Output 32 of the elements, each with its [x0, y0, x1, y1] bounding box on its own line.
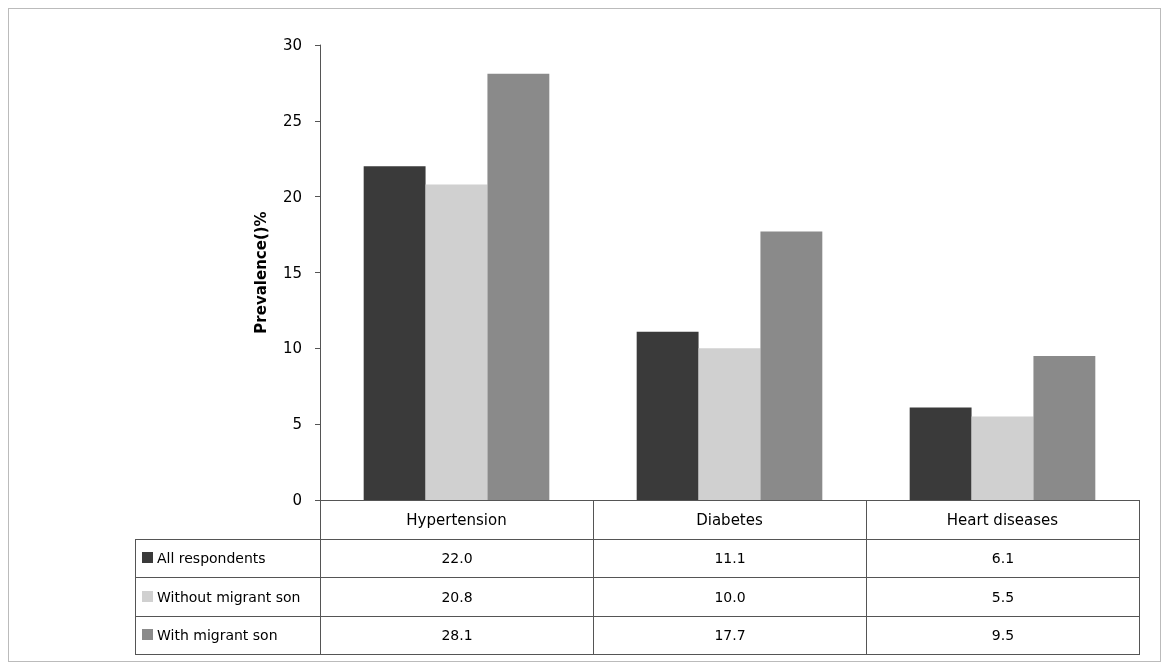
bar [363, 166, 426, 500]
data-label: 20.8 [441, 588, 473, 605]
legend-label: With migrant son [157, 627, 278, 644]
bar [1033, 355, 1096, 500]
bar [909, 407, 972, 500]
data-label: 10.0 [714, 588, 746, 605]
data-label: 6.1 [991, 550, 1015, 567]
data-label: 5.5 [991, 588, 1015, 605]
x-tick-label: Diabetes [696, 510, 763, 529]
bar [487, 73, 550, 500]
y-tick-label: 25 [282, 111, 302, 130]
data-label: 28.1 [441, 627, 473, 644]
y-tick-label: 20 [282, 187, 302, 206]
y-tick-label: 30 [282, 36, 302, 54]
y-axis-title: Prevalence()% [251, 211, 270, 334]
bar [698, 348, 761, 500]
y-tick-label: 0 [292, 491, 302, 509]
y-tick-label: 10 [282, 339, 302, 358]
x-tick-label: Hypertension [406, 510, 507, 529]
bar [425, 184, 488, 500]
data-label: 9.5 [991, 627, 1015, 644]
data-label: 11.1 [714, 550, 746, 567]
bar [971, 416, 1034, 500]
legend-label: Without migrant son [157, 588, 301, 605]
y-tick-label: 15 [282, 263, 302, 282]
y-tick-label: 5 [292, 415, 302, 434]
data-label: 17.7 [714, 627, 746, 644]
x-tick-label: Heart diseases [946, 510, 1059, 529]
bar [636, 331, 699, 500]
data-label: 22.0 [441, 550, 473, 567]
legend-label: All respondents [157, 550, 266, 567]
bar [760, 231, 823, 500]
